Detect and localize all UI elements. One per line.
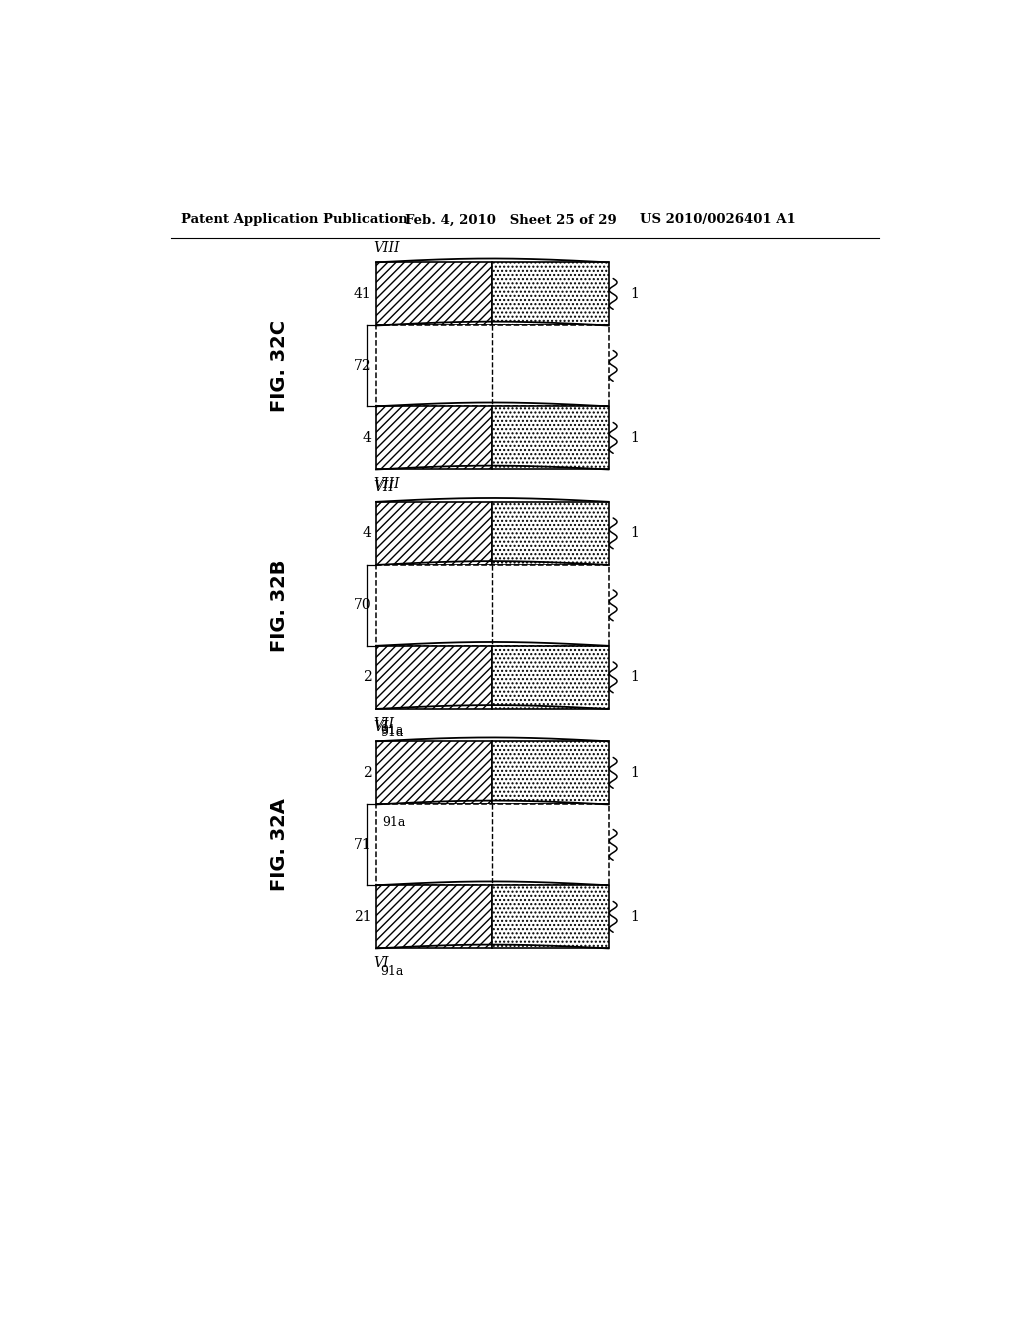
Text: FIG. 32A: FIG. 32A [269,799,289,891]
Text: 4: 4 [362,527,372,540]
Text: 1: 1 [630,430,639,445]
Bar [376,645,493,709]
Text: Patent Application Publication: Patent Application Publication [180,214,408,227]
Text: Feb. 4, 2010   Sheet 25 of 29: Feb. 4, 2010 Sheet 25 of 29 [406,214,617,227]
Text: VIII: VIII [374,478,400,491]
Bar [376,886,493,948]
Text: 72: 72 [353,359,372,374]
Bar [376,263,493,326]
Text: 91a: 91a [380,965,403,978]
Bar [493,263,608,326]
Bar [493,886,608,948]
Bar [376,742,493,804]
Bar [493,645,608,709]
Text: VI: VI [374,956,389,970]
Text: 1: 1 [630,766,639,780]
Text: 4: 4 [362,430,372,445]
Bar [493,407,608,470]
Text: 21: 21 [353,909,372,924]
Text: VII: VII [374,717,394,731]
Bar [376,565,608,645]
Text: VI: VI [374,719,389,734]
Bar [376,502,493,565]
Text: VIII: VIII [374,240,400,255]
Text: 91a: 91a [380,726,403,739]
Text: FIG. 32B: FIG. 32B [269,560,289,652]
Text: 91a: 91a [380,725,403,738]
Text: 91a: 91a [382,816,406,829]
Text: 1: 1 [630,527,639,540]
Text: 1: 1 [630,909,639,924]
Bar [493,742,608,804]
Text: FIG. 32C: FIG. 32C [269,319,289,412]
Text: 2: 2 [362,766,372,780]
Text: US 2010/0026401 A1: US 2010/0026401 A1 [640,214,796,227]
Text: VII: VII [374,480,394,494]
Text: 71: 71 [353,838,372,851]
Bar [376,326,608,407]
Text: 1: 1 [630,286,639,301]
Text: 70: 70 [353,598,372,612]
Bar [376,407,493,470]
Text: 2: 2 [362,671,372,684]
Text: 41: 41 [353,286,372,301]
Bar [376,804,608,886]
Bar [493,502,608,565]
Text: 1: 1 [630,671,639,684]
